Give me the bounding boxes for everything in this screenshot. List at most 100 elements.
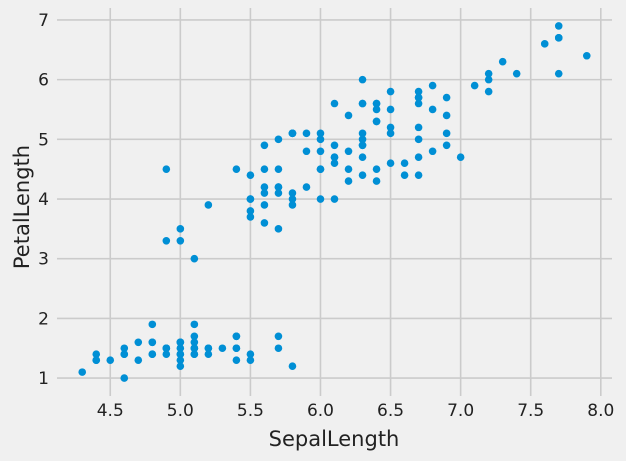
x-tick-label: 4.5 (97, 401, 124, 421)
data-point (372, 177, 381, 185)
data-point (288, 362, 297, 370)
data-point (260, 165, 269, 173)
y-tick-label: 3 (38, 250, 49, 270)
data-point (442, 93, 451, 102)
data-point (414, 93, 423, 102)
data-point (386, 105, 395, 114)
data-point (554, 34, 563, 42)
data-point (372, 105, 381, 114)
data-point (176, 350, 185, 359)
data-point (204, 350, 213, 359)
data-point (302, 183, 311, 191)
data-point (358, 171, 367, 179)
data-point (330, 195, 339, 203)
data-point (288, 189, 297, 197)
data-point (316, 165, 325, 173)
data-point (358, 135, 367, 144)
data-point (344, 111, 353, 120)
data-point (246, 171, 255, 179)
data-point (484, 87, 493, 96)
data-point (554, 22, 563, 30)
data-point (246, 207, 255, 215)
data-point (470, 81, 479, 90)
data-point (176, 344, 185, 353)
data-point (288, 195, 297, 203)
data-point (386, 129, 395, 138)
data-point (274, 189, 283, 197)
data-point (582, 51, 591, 60)
y-axis-label: PetalLength (10, 145, 34, 269)
data-point (302, 129, 311, 138)
data-point (344, 165, 353, 173)
data-point (134, 356, 143, 364)
data-point (316, 129, 325, 138)
data-point (372, 117, 381, 126)
data-point (386, 159, 395, 167)
data-point (484, 69, 493, 78)
y-tick-label: 4 (38, 190, 49, 210)
data-point (190, 320, 199, 329)
data-point (78, 368, 87, 376)
y-tick-label: 6 (38, 71, 49, 91)
data-point (274, 183, 283, 191)
data-point (190, 344, 199, 353)
data-point (176, 338, 185, 347)
data-point (414, 135, 423, 144)
data-point (386, 87, 395, 96)
data-point (260, 219, 269, 227)
data-point (428, 105, 437, 114)
data-point (148, 320, 157, 329)
data-point (414, 123, 423, 132)
data-point (134, 338, 143, 347)
x-tick-label: 8.0 (587, 401, 614, 421)
x-tick-label: 5.0 (167, 401, 194, 421)
data-point (316, 135, 325, 144)
data-point (190, 254, 199, 263)
data-point (400, 159, 409, 167)
data-point (330, 153, 339, 162)
data-point (442, 141, 451, 150)
data-point (246, 213, 255, 221)
data-point (288, 129, 297, 138)
data-point (232, 344, 241, 353)
data-point (176, 362, 185, 370)
data-point (372, 165, 381, 173)
data-point (204, 344, 213, 353)
data-point (344, 147, 353, 156)
data-point (358, 141, 367, 150)
data-point (330, 141, 339, 150)
data-point (260, 201, 269, 209)
data-point (288, 201, 297, 209)
data-point (190, 332, 199, 341)
data-point (358, 99, 367, 108)
data-point (540, 40, 549, 48)
data-point (190, 350, 199, 359)
data-point (274, 165, 283, 173)
data-point (232, 332, 241, 341)
data-point (176, 225, 185, 233)
data-point (274, 344, 283, 353)
data-point (92, 356, 101, 364)
data-point (414, 99, 423, 108)
data-point (92, 350, 101, 359)
data-point (218, 344, 227, 353)
data-point (260, 189, 269, 197)
data-point (120, 374, 129, 382)
data-point (162, 350, 171, 359)
data-point (162, 237, 171, 245)
data-point (274, 225, 283, 233)
data-point (414, 87, 423, 96)
data-point (274, 332, 283, 341)
x-tick-labels: 4.5 5.0 5.5 6.0 6.5 7.0 7.5 8.0 (97, 401, 615, 421)
data-point (120, 344, 129, 353)
y-tick-labels: 1 2 3 4 5 6 7 (38, 11, 49, 389)
data-point (344, 177, 353, 185)
x-tick-label: 6.0 (307, 401, 334, 421)
data-point (232, 165, 241, 173)
data-point (148, 350, 157, 359)
data-point (176, 237, 185, 245)
data-point (428, 81, 437, 90)
data-point (512, 69, 521, 78)
data-point (246, 356, 255, 364)
data-point (554, 69, 563, 78)
